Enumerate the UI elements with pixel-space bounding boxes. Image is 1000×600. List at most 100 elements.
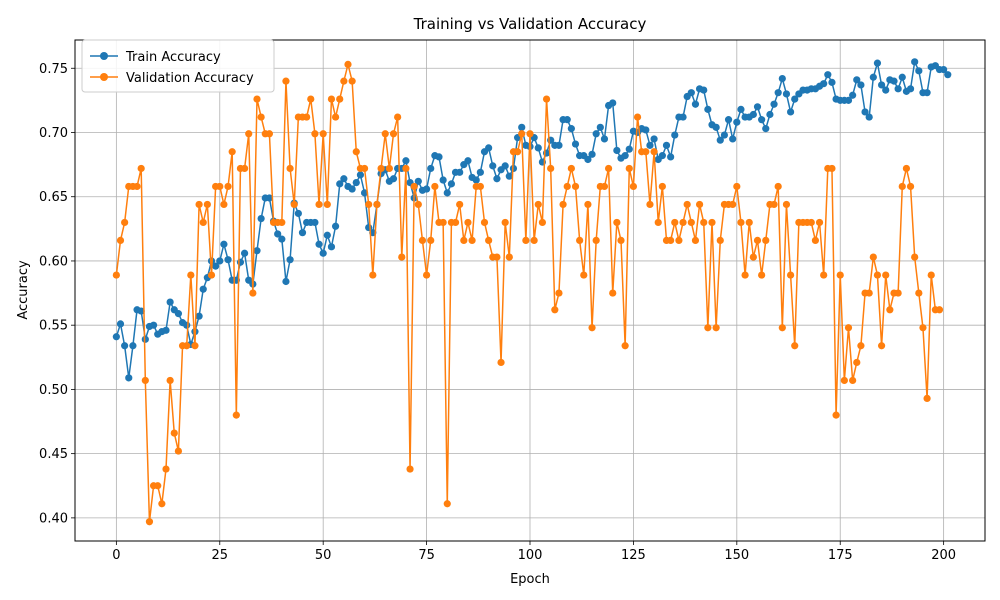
data-point-validation bbox=[348, 77, 356, 85]
data-point-validation bbox=[654, 218, 662, 227]
data-point-validation bbox=[360, 164, 369, 173]
data-point-validation bbox=[389, 130, 398, 138]
data-point-train bbox=[323, 231, 331, 239]
data-point-train bbox=[456, 168, 464, 176]
data-point-train bbox=[166, 298, 174, 306]
data-point-validation bbox=[133, 182, 141, 191]
data-point-validation bbox=[402, 164, 410, 173]
data-point-validation bbox=[753, 236, 762, 244]
data-point-train bbox=[758, 116, 766, 124]
data-point-validation bbox=[381, 130, 389, 138]
data-point-train bbox=[327, 243, 336, 251]
data-point-train bbox=[447, 180, 456, 188]
data-point-train bbox=[505, 172, 513, 180]
data-point-train bbox=[724, 116, 733, 124]
data-point-train bbox=[356, 171, 365, 179]
data-point-validation bbox=[352, 148, 360, 156]
data-point-validation bbox=[778, 324, 786, 332]
data-point-validation bbox=[534, 200, 542, 209]
data-point-validation bbox=[729, 200, 737, 209]
data-point-train bbox=[435, 153, 443, 161]
data-point-train bbox=[646, 141, 654, 149]
data-point-validation bbox=[791, 342, 799, 350]
data-point-validation bbox=[733, 182, 741, 191]
data-point-train bbox=[762, 125, 770, 133]
data-point-validation bbox=[513, 148, 522, 156]
data-point-validation bbox=[815, 218, 824, 227]
data-point-validation bbox=[782, 200, 791, 209]
data-point-train bbox=[770, 100, 778, 108]
y-tick-label: 0.50 bbox=[39, 383, 68, 398]
data-point-validation bbox=[398, 253, 406, 261]
data-point-validation bbox=[542, 95, 551, 103]
data-point-train bbox=[567, 125, 575, 133]
data-point-train bbox=[894, 85, 902, 93]
y-tick-label: 0.70 bbox=[39, 126, 68, 141]
data-point-validation bbox=[253, 95, 261, 103]
data-point-train bbox=[212, 262, 220, 270]
data-point-validation bbox=[650, 148, 658, 156]
data-point-validation bbox=[758, 271, 766, 279]
data-point-train bbox=[898, 73, 906, 81]
data-point-validation bbox=[571, 182, 580, 191]
data-point-validation bbox=[844, 324, 853, 332]
data-point-train bbox=[667, 153, 675, 161]
series-layer bbox=[112, 58, 952, 526]
data-point-validation bbox=[547, 164, 555, 173]
data-point-validation bbox=[576, 236, 584, 244]
data-point-validation bbox=[857, 342, 865, 350]
data-point-validation bbox=[762, 236, 770, 244]
data-point-train bbox=[116, 320, 125, 328]
data-point-validation bbox=[497, 358, 505, 367]
data-point-train bbox=[348, 185, 356, 193]
data-point-validation bbox=[187, 271, 195, 279]
y-tick-label: 0.55 bbox=[39, 319, 68, 334]
data-point-validation bbox=[203, 200, 211, 209]
data-point-validation bbox=[154, 482, 162, 490]
data-point-validation bbox=[460, 236, 468, 244]
x-tick-label: 50 bbox=[315, 548, 332, 563]
data-point-validation bbox=[617, 236, 625, 244]
data-point-validation bbox=[894, 289, 902, 297]
data-point-validation bbox=[691, 236, 700, 244]
data-point-train bbox=[687, 89, 695, 97]
data-point-validation bbox=[667, 236, 675, 244]
data-point-train bbox=[849, 91, 857, 99]
data-point-train bbox=[600, 135, 609, 143]
data-point-validation bbox=[563, 182, 571, 191]
data-point-train bbox=[865, 113, 873, 121]
data-point-train bbox=[125, 374, 133, 382]
data-point-validation bbox=[344, 60, 352, 69]
data-point-validation bbox=[286, 164, 294, 173]
data-point-validation bbox=[712, 324, 720, 332]
data-point-validation bbox=[249, 289, 257, 297]
data-point-validation bbox=[646, 200, 654, 209]
data-point-validation bbox=[245, 130, 253, 138]
data-point-train bbox=[625, 145, 633, 153]
data-point-validation bbox=[832, 411, 840, 419]
data-point-validation bbox=[195, 200, 203, 209]
data-point-validation bbox=[580, 271, 588, 279]
data-point-validation bbox=[369, 271, 377, 279]
data-point-train bbox=[642, 126, 650, 134]
series-validation bbox=[112, 60, 944, 526]
data-point-train bbox=[691, 100, 700, 108]
data-point-train bbox=[766, 110, 774, 119]
data-point-validation bbox=[567, 164, 575, 173]
data-point-train bbox=[485, 144, 493, 152]
data-point-validation bbox=[166, 376, 174, 385]
data-point-validation bbox=[745, 218, 753, 227]
data-point-validation bbox=[770, 200, 778, 209]
data-point-validation bbox=[365, 200, 373, 209]
data-point-validation bbox=[807, 218, 815, 227]
data-point-validation bbox=[518, 130, 526, 138]
data-point-validation bbox=[377, 164, 385, 173]
data-point-validation bbox=[882, 271, 890, 279]
data-point-validation bbox=[749, 253, 757, 261]
data-point-train bbox=[737, 105, 745, 113]
data-point-validation bbox=[737, 218, 745, 227]
x-tick-label: 75 bbox=[418, 548, 435, 563]
data-point-validation bbox=[278, 218, 286, 227]
data-point-train bbox=[389, 175, 398, 183]
data-point-validation bbox=[716, 236, 724, 244]
